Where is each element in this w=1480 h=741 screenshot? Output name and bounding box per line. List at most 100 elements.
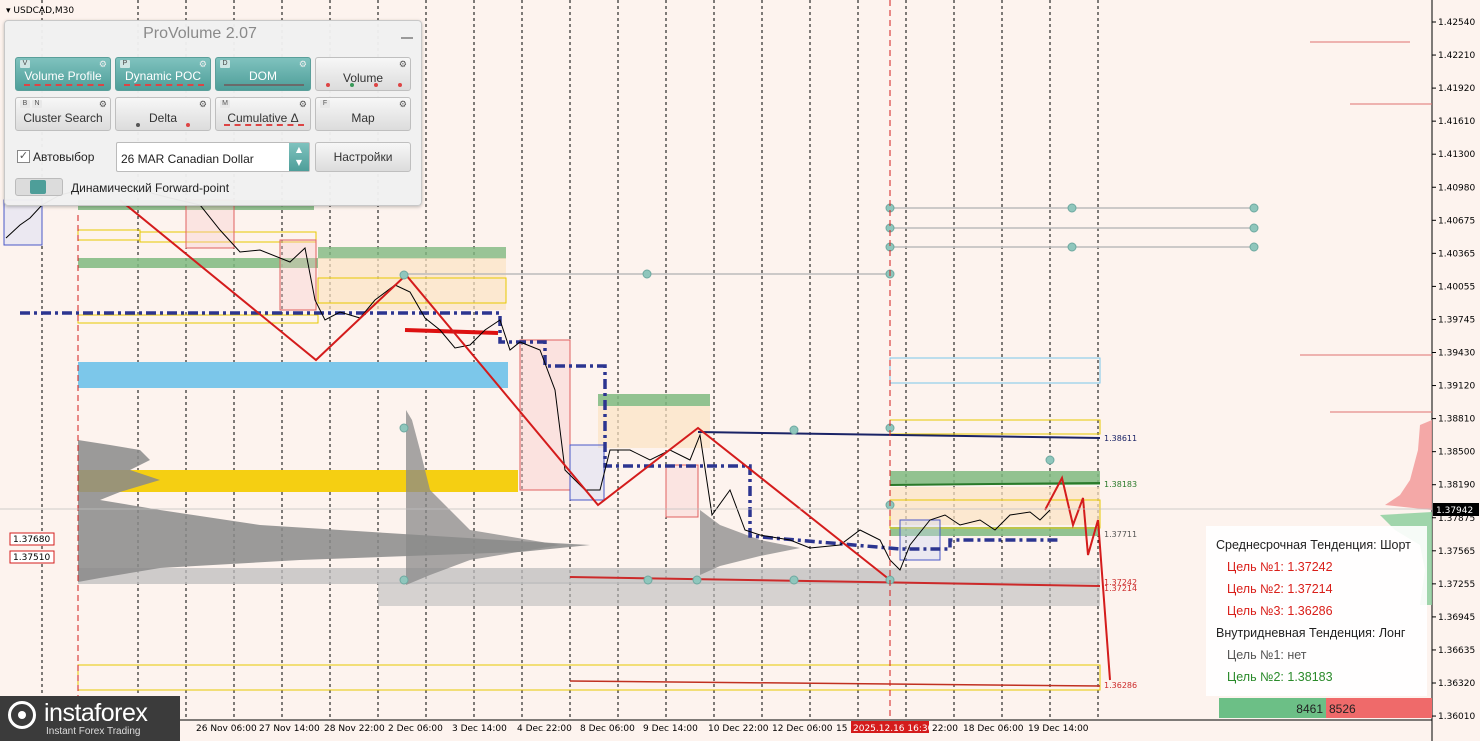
gear-icon[interactable]: ⚙ bbox=[98, 59, 107, 69]
buy-volume-value: 8461 bbox=[1296, 702, 1323, 716]
level-label-1: 1.38611 bbox=[1104, 434, 1137, 443]
volume-zones bbox=[78, 200, 1432, 606]
price-tick-label: 1.36320 bbox=[1438, 679, 1475, 689]
level-label-2: 1.38183 bbox=[1104, 480, 1137, 489]
logo-name: instaforex bbox=[44, 699, 148, 727]
price-tick-label: 1.36010 bbox=[1438, 712, 1475, 722]
time-tick-label: 12 Dec 06:00 bbox=[772, 724, 833, 734]
symbol-title-text: USDCAD,M30 bbox=[13, 6, 75, 16]
time-tick-label: 9 Dec 14:00 bbox=[643, 724, 698, 734]
hotkey-badge: V bbox=[20, 60, 30, 68]
indicator-dot bbox=[350, 83, 354, 87]
logo-tagline: Instant Forex Trading bbox=[46, 726, 141, 737]
button-label: DOM bbox=[249, 69, 277, 83]
time-tick-label: 3 Dec 14:00 bbox=[452, 724, 507, 734]
cumulative-delta-button[interactable]: M ⚙ Cumulative Δ bbox=[215, 97, 311, 131]
time-tick-label: 27 Nov 14:00 bbox=[259, 724, 320, 734]
intraday-trend-title: Внутридневная Тенденция: Лонг bbox=[1216, 626, 1406, 640]
time-axis: 26 Nov 06:00 27 Nov 14:00 28 Nov 22:00 2 De… bbox=[196, 724, 1089, 734]
indicator-dot bbox=[398, 83, 402, 87]
gear-icon[interactable]: ⚙ bbox=[298, 59, 307, 69]
volume-profile-button[interactable]: V ⚙ Volume Profile bbox=[15, 57, 111, 91]
price-tick-label: 1.39745 bbox=[1438, 315, 1475, 325]
price-tick-label: 1.38190 bbox=[1438, 481, 1475, 491]
gear-icon[interactable]: ⚙ bbox=[398, 59, 407, 69]
forward-point-toggle[interactable] bbox=[15, 178, 63, 196]
left-price-label-2: 1.37510 bbox=[13, 553, 50, 563]
forward-point-label: Динамический Forward-point bbox=[71, 181, 230, 195]
buy-volume-fill bbox=[1219, 698, 1326, 718]
cluster-search-button[interactable]: B N ⚙ Cluster Search bbox=[15, 97, 111, 131]
spinner-icon[interactable]: ▲ ▼ bbox=[289, 143, 309, 171]
level-markers bbox=[399, 203, 1259, 585]
time-tick-label: 26 Nov 06:00 bbox=[196, 724, 257, 734]
indicator-dot bbox=[374, 83, 378, 87]
left-price-label-1: 1.37680 bbox=[13, 535, 50, 545]
indicator-dot bbox=[326, 83, 330, 87]
mid-target-2: Цель №2: 1.37214 bbox=[1227, 582, 1333, 596]
gear-icon[interactable]: ⚙ bbox=[98, 99, 107, 109]
time-highlight-box bbox=[851, 721, 929, 733]
current-price-text: 1.37942 bbox=[1436, 506, 1473, 516]
provolume-panel[interactable]: ProVolume 2.07 V ⚙ Volume Profile P ⚙ Dy… bbox=[4, 20, 422, 206]
toggle-knob bbox=[30, 180, 46, 194]
time-tick-label: 2 Dec 06:00 bbox=[388, 724, 443, 734]
dom-button[interactable]: D ⚙ DOM bbox=[215, 57, 311, 91]
instaforex-logo: instaforex Instant Forex Trading bbox=[0, 696, 180, 741]
intraday-target-1: Цель №1: нет bbox=[1227, 648, 1307, 662]
time-tick-label: 4 Dec 22:00 bbox=[517, 724, 572, 734]
price-tick-label: 1.37255 bbox=[1438, 580, 1475, 590]
hotkey-badge: P bbox=[120, 60, 130, 68]
left-price-box-2 bbox=[9, 550, 55, 564]
delta-button[interactable]: ⚙ Delta bbox=[115, 97, 211, 131]
button-label: Volume Profile bbox=[24, 69, 102, 83]
price-tick-label: 1.40055 bbox=[1438, 282, 1475, 292]
volume-button[interactable]: ⚙ Volume bbox=[315, 57, 411, 91]
hotkey-badge: M bbox=[220, 100, 230, 108]
price-tick-label: 1.41300 bbox=[1438, 150, 1475, 160]
hotkey-badge: D bbox=[220, 60, 230, 68]
hotkey-badge: N bbox=[32, 100, 42, 108]
menu-triangle-icon[interactable]: ▾ bbox=[6, 6, 11, 16]
dynamic-poc-line bbox=[20, 311, 1060, 551]
price-tick-label: 1.40675 bbox=[1438, 216, 1475, 226]
gear-icon[interactable]: ⚙ bbox=[298, 99, 307, 109]
symbol-select-value: 26 MAR Canadian Dollar bbox=[121, 152, 254, 166]
trend-panel: Среднесрочная Тенденция: Шорт Цель №1: 1… bbox=[1206, 526, 1427, 696]
symbol-title: ▾ USDCAD,M30 bbox=[6, 6, 74, 16]
minimize-icon[interactable] bbox=[401, 37, 413, 39]
auto-select-checkbox[interactable]: ✓ bbox=[17, 149, 30, 163]
level-label-6: 1.36286 bbox=[1104, 681, 1137, 690]
gear-icon[interactable]: ⚙ bbox=[398, 99, 407, 109]
gear-icon[interactable]: ⚙ bbox=[198, 59, 207, 69]
settings-button[interactable]: Настройки bbox=[315, 142, 411, 172]
map-button[interactable]: F ⚙ Map bbox=[315, 97, 411, 131]
price-tick-label: 1.41610 bbox=[1438, 117, 1475, 127]
level-label-3: 1.37711 bbox=[1104, 530, 1137, 539]
price-tick-label: 1.41920 bbox=[1438, 84, 1475, 94]
mid-target-1: Цель №1: 1.37242 bbox=[1227, 560, 1333, 574]
dynamic-poc-button[interactable]: P ⚙ Dynamic POC bbox=[115, 57, 211, 91]
time-tick-label: 18 Dec 06:00 bbox=[963, 724, 1024, 734]
price-tick-label: 1.38810 bbox=[1438, 415, 1475, 425]
price-series bbox=[5, 184, 1051, 571]
level-label-4: 1.37242 bbox=[1104, 578, 1137, 587]
time-tick-label: 19 Dec 14:00 bbox=[1028, 724, 1089, 734]
current-price-tag bbox=[1433, 503, 1479, 516]
time-tick-label: 8 Dec 06:00 bbox=[580, 724, 635, 734]
indicator-line bbox=[24, 81, 104, 86]
symbol-select[interactable]: 26 MAR Canadian Dollar ▲ ▼ bbox=[116, 142, 310, 172]
hotkey-badge: B bbox=[20, 100, 30, 108]
price-tick-label: 1.36945 bbox=[1438, 613, 1475, 623]
panel-title: ProVolume 2.07 bbox=[143, 25, 257, 42]
price-tick-label: 1.38500 bbox=[1438, 448, 1475, 458]
sell-volume-fill bbox=[1326, 698, 1432, 718]
time-tick-label: 28 Nov 22:00 bbox=[324, 724, 385, 734]
sell-volume-value: 8526 bbox=[1329, 702, 1356, 716]
button-label: Volume bbox=[342, 71, 384, 85]
button-label: Cluster Search bbox=[23, 111, 103, 125]
price-tick-label: 1.37565 bbox=[1438, 547, 1475, 557]
button-label: Dynamic POC bbox=[124, 69, 201, 83]
gear-icon[interactable]: ⚙ bbox=[198, 99, 207, 109]
